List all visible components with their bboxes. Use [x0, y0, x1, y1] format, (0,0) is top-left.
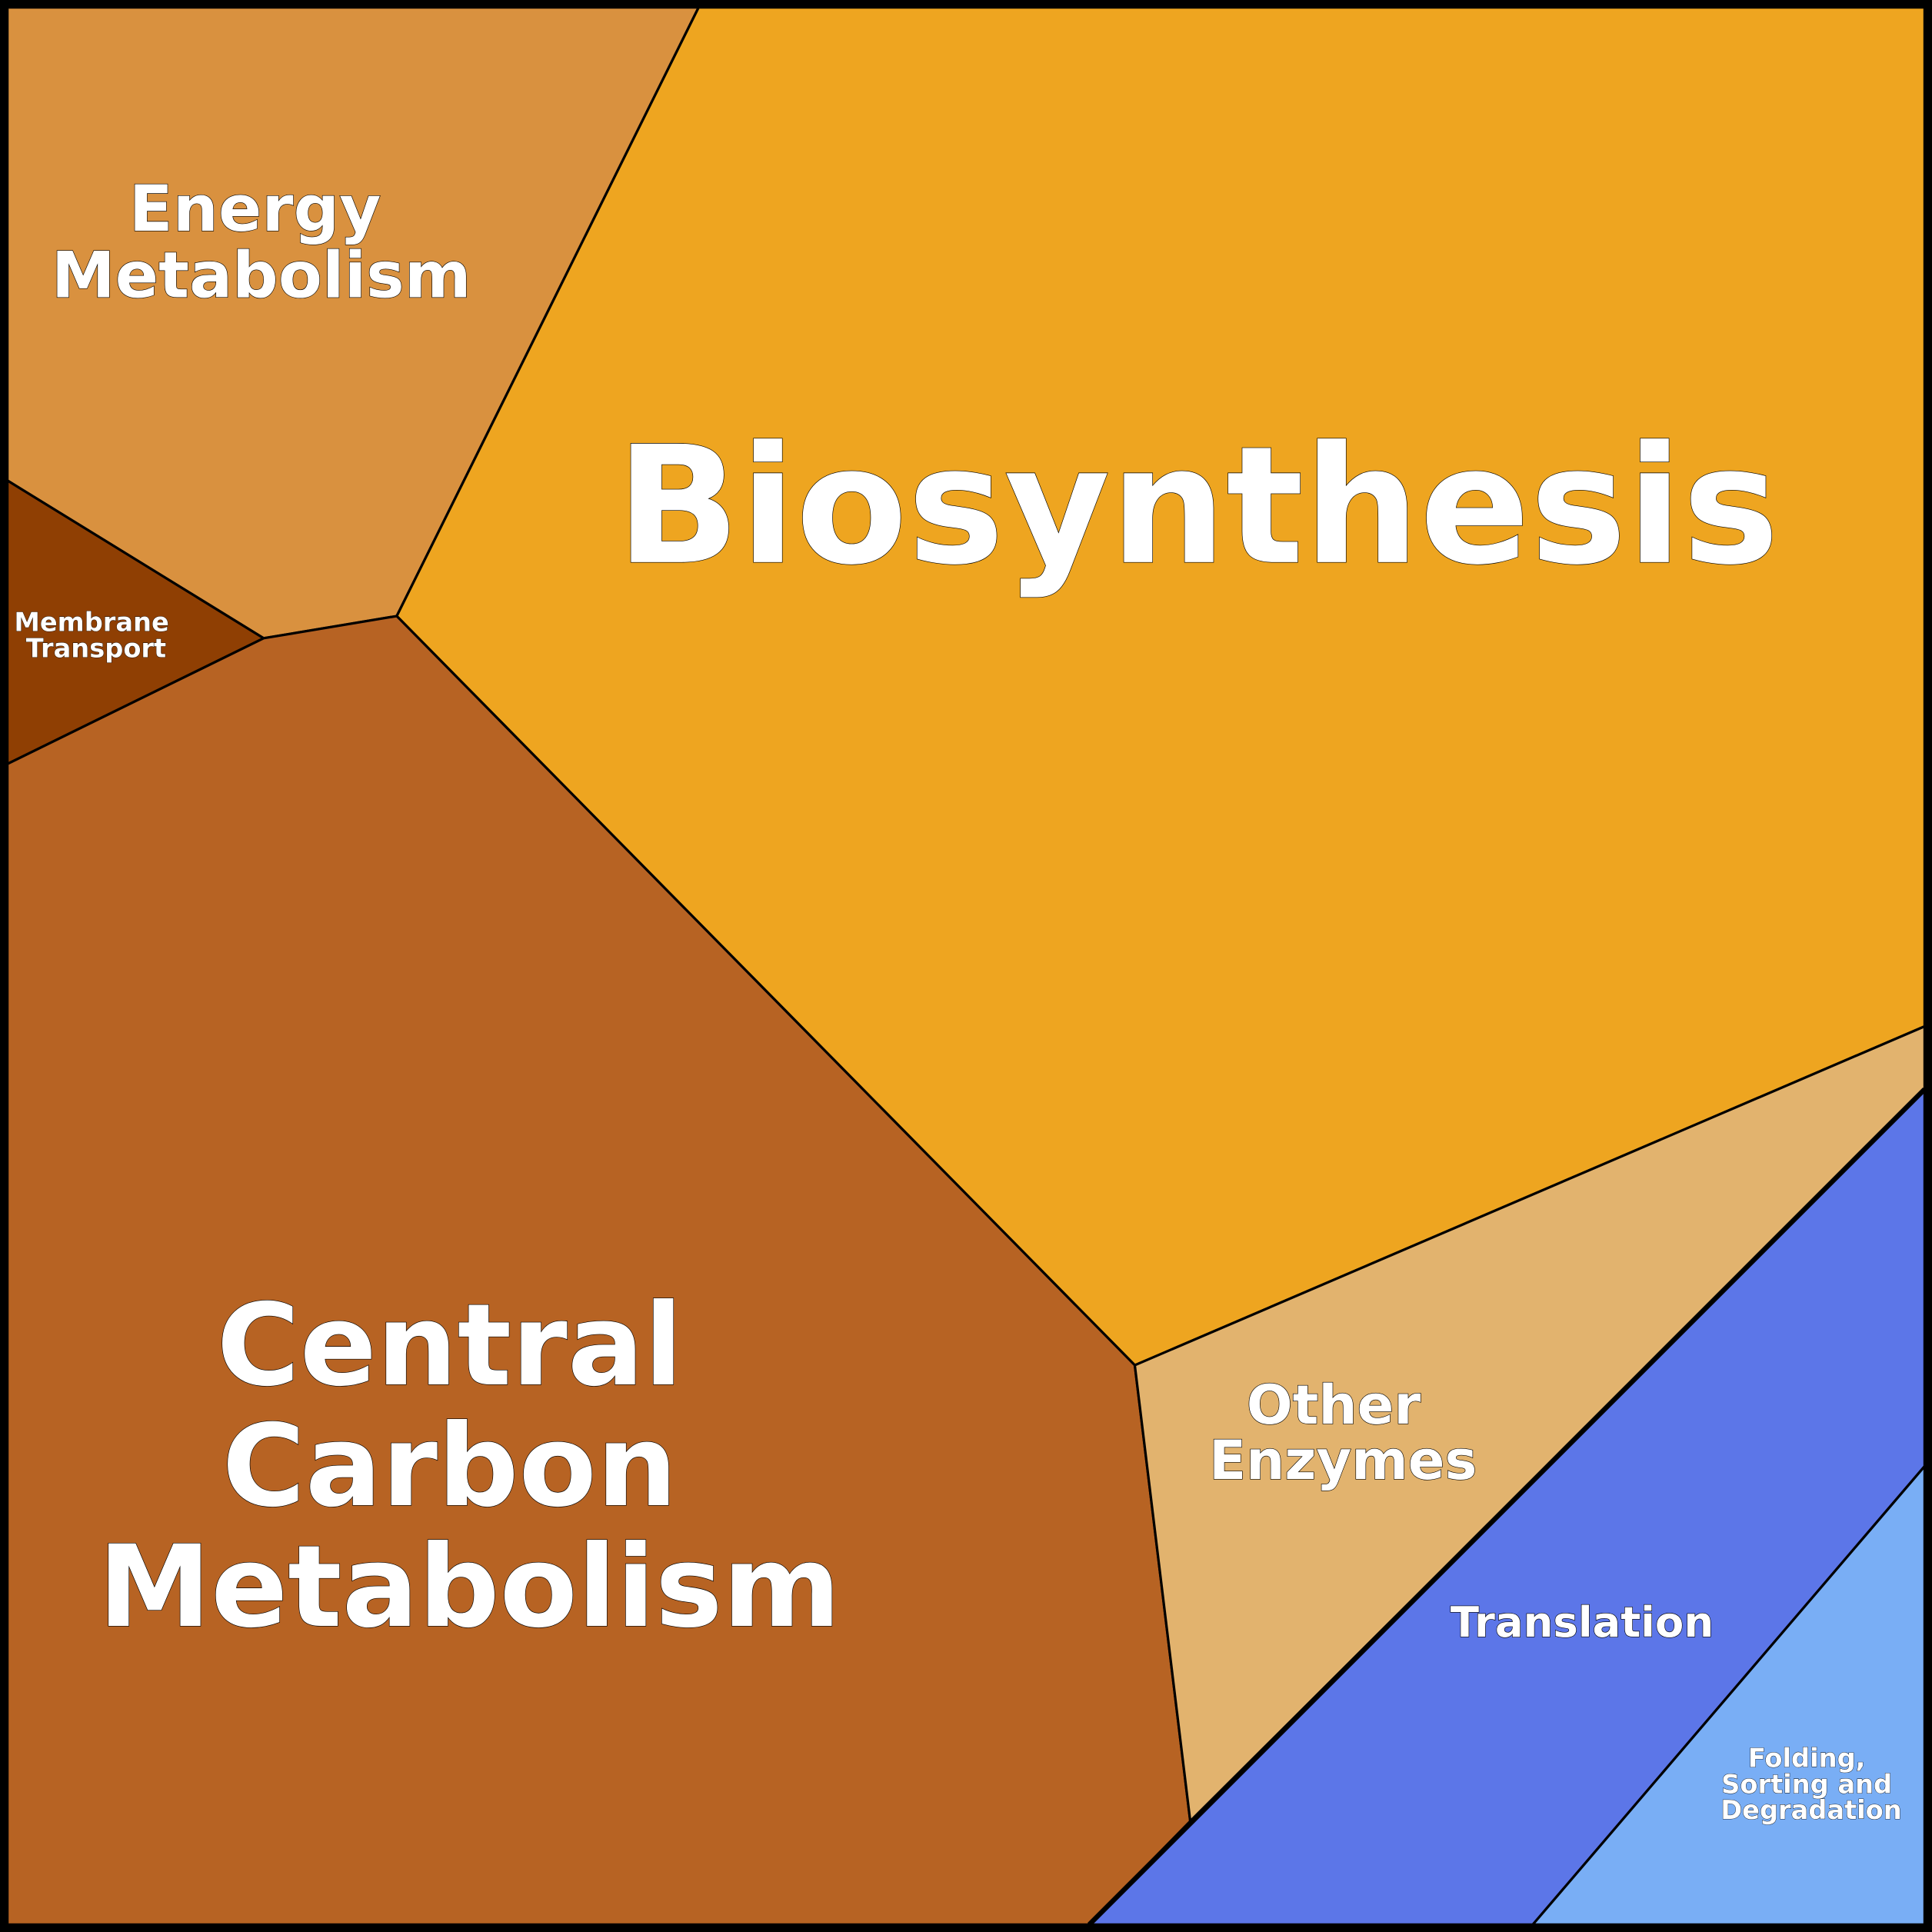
label-line: Sorting and — [1721, 1769, 1892, 1799]
translation-label: Translation — [1451, 1597, 1714, 1647]
label-line: Enzymes — [1209, 1429, 1477, 1492]
label-line: Metabolism — [98, 1521, 841, 1653]
membrane-transport-label: Membrane Transport — [14, 607, 178, 663]
folding-cell — [1531, 1464, 1926, 1926]
other-enzymes-label: Other Enzymes — [1209, 1374, 1477, 1492]
group-border — [1087, 1087, 1927, 1927]
label-line: Membrane — [14, 607, 168, 637]
label-line: Transport — [26, 633, 166, 663]
energy-metabolism-label: Energy Metabolism — [52, 172, 471, 313]
central-carbon-label: Central Carbon Metabolism — [98, 1279, 841, 1653]
label-line: Degradation — [1720, 1795, 1901, 1825]
label-line: Other — [1247, 1374, 1421, 1437]
biosynthesis-label: Biosynthesis — [616, 411, 1779, 601]
label-line: Central — [217, 1279, 683, 1411]
label-line: Carbon — [222, 1400, 678, 1532]
label-line: Translation — [1451, 1597, 1714, 1647]
label-line: Metabolism — [52, 238, 471, 313]
folding-label: Folding, Sorting and Degradation — [1720, 1743, 1901, 1824]
label-line: Folding, — [1748, 1743, 1866, 1773]
label-line: Energy — [129, 172, 381, 246]
label-line: Biosynthesis — [616, 411, 1779, 601]
